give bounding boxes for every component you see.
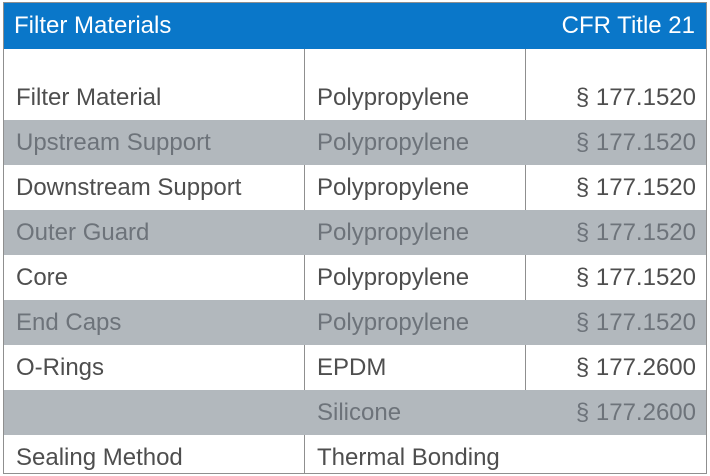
- material-cell: Polypropylene: [317, 174, 470, 201]
- table-row: Downstream Support Polypropylene § 177.1…: [4, 165, 706, 210]
- regulation-cell: § 177.1520: [575, 174, 696, 201]
- table-row: Sealing Method Thermal Bonding: [4, 435, 706, 473]
- regulation-cell: § 177.1520: [575, 264, 696, 291]
- filter-materials-table: Filter Materials CFR Title 21 Filter Mat…: [3, 2, 707, 474]
- table-row: Silicone § 177.2600: [4, 390, 706, 435]
- material-cell: Polypropylene: [317, 129, 470, 156]
- component-cell: End Caps: [16, 309, 122, 336]
- regulation-cell: § 177.1520: [575, 219, 696, 246]
- table-body: Filter Material Polypropylene § 177.1520…: [4, 75, 706, 473]
- component-cell: Downstream Support: [16, 174, 242, 201]
- table-row: Core Polypropylene § 177.1520: [4, 255, 706, 300]
- table-title: Filter Materials: [14, 12, 172, 39]
- table-row: Upstream Support Polypropylene § 177.152…: [4, 120, 706, 165]
- material-cell: Silicone: [317, 399, 402, 426]
- component-cell: Filter Material: [16, 84, 162, 111]
- component-cell: O-Rings: [16, 354, 105, 381]
- regulation-cell: § 177.1520: [575, 309, 696, 336]
- regulation-cell: § 177.2600: [575, 354, 696, 381]
- column-divider-1: [304, 49, 305, 473]
- component-cell: Outer Guard: [16, 219, 150, 246]
- material-cell: Polypropylene: [317, 219, 470, 246]
- table-header: Filter Materials CFR Title 21: [4, 3, 706, 49]
- component-cell: [16, 390, 301, 435]
- regulation-cell: § 177.1520: [575, 129, 696, 156]
- material-cell: EPDM: [317, 354, 387, 381]
- regulation-cell: § 177.2600: [575, 399, 696, 426]
- material-cell: Polypropylene: [317, 264, 470, 291]
- material-cell: Thermal Bonding: [317, 444, 500, 471]
- table-row: End Caps Polypropylene § 177.1520: [4, 300, 706, 345]
- component-cell: Upstream Support: [16, 129, 211, 156]
- material-cell: Polypropylene: [317, 309, 470, 336]
- component-cell: Sealing Method: [16, 444, 183, 471]
- table-row: Outer Guard Polypropylene § 177.1520: [4, 210, 706, 255]
- regulation-cell: § 177.1520: [575, 84, 696, 111]
- component-cell: Core: [16, 264, 69, 291]
- table-row: O-Rings EPDM § 177.2600: [4, 345, 706, 390]
- regulation-reference: CFR Title 21: [561, 12, 695, 39]
- regulation-cell: [527, 435, 696, 473]
- material-cell: Polypropylene: [317, 84, 470, 111]
- table-row: Filter Material Polypropylene § 177.1520: [4, 75, 706, 120]
